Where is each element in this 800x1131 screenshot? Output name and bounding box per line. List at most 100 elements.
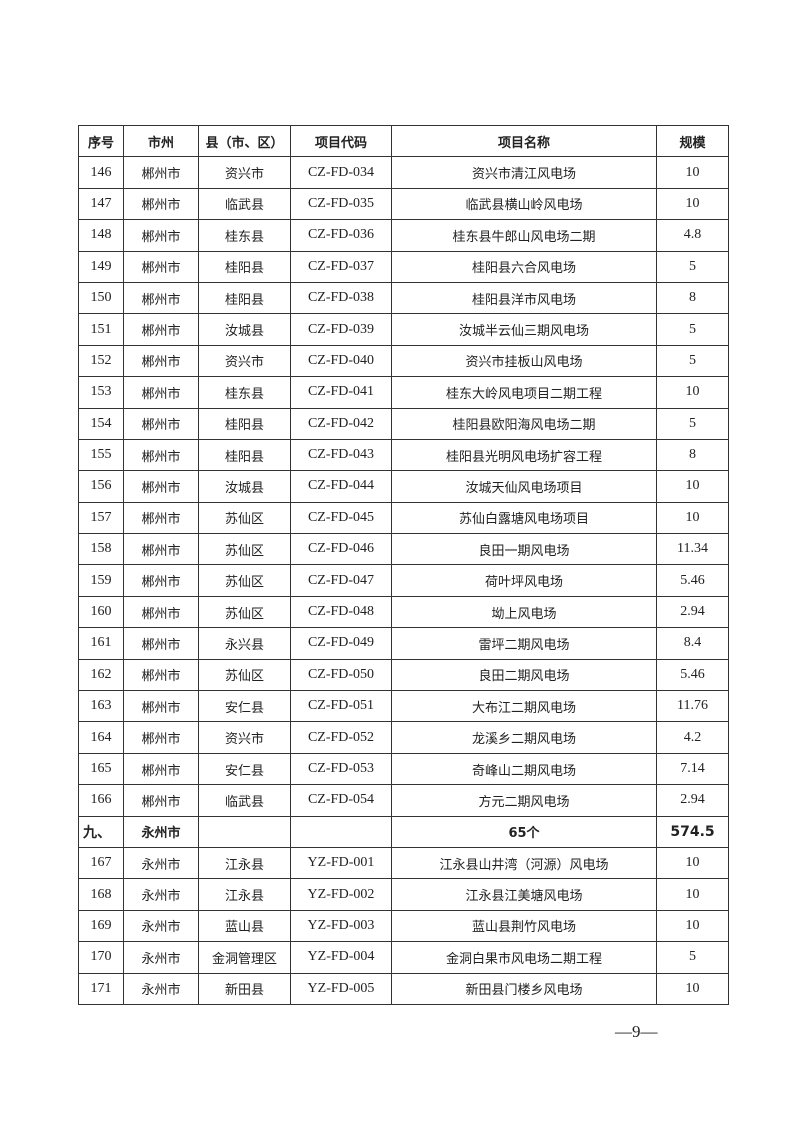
cell-county: 桂阳县 xyxy=(198,407,291,440)
table-row: 158 郴州市 苏仙区 CZ-FD-046 良田一期风电场 11.34 xyxy=(78,533,729,566)
cell-code: CZ-FD-034 xyxy=(290,156,392,189)
cell-county: 蓝山县 xyxy=(198,909,291,943)
cell-seq: 163 xyxy=(78,690,124,723)
cell-county: 桂阳县 xyxy=(198,438,291,472)
cell-city: 郴州市 xyxy=(123,658,199,692)
cell-city: 永州市 xyxy=(123,846,199,880)
cell-code: YZ-FD-004 xyxy=(290,941,392,974)
cell-name: 汝城天仙风电场项目 xyxy=(391,470,657,503)
cell-name: 桂东县牛郎山风电场二期 xyxy=(391,219,657,252)
cell-scale: 5 xyxy=(656,407,729,440)
cell-city: 郴州市 xyxy=(123,187,199,221)
cell-scale: 10 xyxy=(656,156,729,189)
cell-scale: 11.34 xyxy=(656,533,729,566)
table-row: 157 郴州市 苏仙区 CZ-FD-045 苏仙白露塘风电场项目 10 xyxy=(78,501,729,535)
table-row: 147 郴州市 临武县 CZ-FD-035 临武县横山岭风电场 10 xyxy=(78,187,729,221)
cell-name: 临武县横山岭风电场 xyxy=(391,187,657,221)
table-row: 146 郴州市 资兴市 CZ-FD-034 资兴市清江风电场 10 xyxy=(78,156,729,189)
cell-county: 苏仙区 xyxy=(198,658,291,692)
cell-name: 金洞白果市风电场二期工程 xyxy=(391,941,657,974)
cell-city: 郴州市 xyxy=(123,690,199,723)
cell-county: 苏仙区 xyxy=(198,595,291,629)
cell-seq: 162 xyxy=(78,658,124,692)
cell-code: CZ-FD-036 xyxy=(290,219,392,252)
table-row: 171 永州市 新田县 YZ-FD-005 新田县门楼乡风电场 10 xyxy=(78,972,729,1005)
header-county: 县（市、区） xyxy=(198,124,291,158)
cell-county: 苏仙区 xyxy=(198,533,291,566)
cell-city: 郴州市 xyxy=(123,533,199,566)
cell-code: CZ-FD-047 xyxy=(290,564,392,597)
cell-code: CZ-FD-048 xyxy=(290,595,392,629)
cell-name: 桂阳县光明风电场扩容工程 xyxy=(391,438,657,472)
cell-city: 郴州市 xyxy=(123,627,199,660)
cell-county: 临武县 xyxy=(198,187,291,221)
cell-scale: 5 xyxy=(656,941,729,974)
cell-scale: 4.2 xyxy=(656,721,729,754)
table-row: 161 郴州市 永兴县 CZ-FD-049 雷坪二期风电场 8.4 xyxy=(78,627,729,660)
cell-code: CZ-FD-041 xyxy=(290,376,392,409)
cell-code: YZ-FD-003 xyxy=(290,909,392,943)
cell-seq: 147 xyxy=(78,187,124,221)
table-row: 155 郴州市 桂阳县 CZ-FD-043 桂阳县光明风电场扩容工程 8 xyxy=(78,438,729,472)
cell-county: 资兴市 xyxy=(198,156,291,189)
cell-seq: 150 xyxy=(78,281,124,315)
table-row: 164 郴州市 资兴市 CZ-FD-052 龙溪乡二期风电场 4.2 xyxy=(78,721,729,754)
cell-county: 桂阳县 xyxy=(198,250,291,283)
cell-code: CZ-FD-039 xyxy=(290,313,392,346)
cell-name: 资兴市挂板山风电场 xyxy=(391,344,657,378)
cell-code: CZ-FD-042 xyxy=(290,407,392,440)
cell-code: CZ-FD-035 xyxy=(290,187,392,221)
cell-city: 永州市 xyxy=(123,941,199,974)
cell-seq: 156 xyxy=(78,470,124,503)
cell-name: 江永县江美塘风电场 xyxy=(391,878,657,911)
cell-code: CZ-FD-040 xyxy=(290,344,392,378)
cell-city: 郴州市 xyxy=(123,595,199,629)
cell-name: 桂阳县洋市风电场 xyxy=(391,281,657,315)
cell-scale: 8.4 xyxy=(656,627,729,660)
cell-seq: 161 xyxy=(78,627,124,660)
cell-code: CZ-FD-038 xyxy=(290,281,392,315)
cell-county: 苏仙区 xyxy=(198,564,291,597)
cell-name: 坳上风电场 xyxy=(391,595,657,629)
header-seq: 序号 xyxy=(78,124,124,158)
cell-code: YZ-FD-001 xyxy=(290,846,392,880)
cell-code: CZ-FD-051 xyxy=(290,690,392,723)
cell-scale: 4.8 xyxy=(656,219,729,252)
cell-code: CZ-FD-052 xyxy=(290,721,392,754)
cell-seq: 152 xyxy=(78,344,124,378)
cell-seq: 169 xyxy=(78,909,124,943)
cell-city: 永州市 xyxy=(123,878,199,911)
cell-county: 资兴市 xyxy=(198,721,291,754)
cell-name: 桂阳县欧阳海风电场二期 xyxy=(391,407,657,440)
cell-county: 安仁县 xyxy=(198,752,291,786)
cell-seq: 171 xyxy=(78,972,124,1005)
cell-county: 新田县 xyxy=(198,972,291,1005)
header-code: 项目代码 xyxy=(290,124,392,158)
table-header-row: 序号 市州 县（市、区） 项目代码 项目名称 规模 xyxy=(78,124,729,158)
cell-scale: 5.46 xyxy=(656,658,729,692)
cell-name: 资兴市清江风电场 xyxy=(391,156,657,189)
cell-scale: 8 xyxy=(656,281,729,315)
cell-city: 郴州市 xyxy=(123,156,199,189)
cell-scale: 2.94 xyxy=(656,595,729,629)
cell-county: 临武县 xyxy=(198,784,291,817)
cell-scale: 10 xyxy=(656,501,729,535)
cell-code: CZ-FD-043 xyxy=(290,438,392,472)
table-row: 152 郴州市 资兴市 CZ-FD-040 资兴市挂板山风电场 5 xyxy=(78,344,729,378)
cell-seq: 146 xyxy=(78,156,124,189)
cell-city: 郴州市 xyxy=(123,313,199,346)
cell-city: 郴州市 xyxy=(123,344,199,378)
table-row: 149 郴州市 桂阳县 CZ-FD-037 桂阳县六合风电场 5 xyxy=(78,250,729,283)
cell-city: 郴州市 xyxy=(123,438,199,472)
cell-name: 桂阳县六合风电场 xyxy=(391,250,657,283)
cell-city: 郴州市 xyxy=(123,470,199,503)
cell-seq: 166 xyxy=(78,784,124,817)
cell-seq: 148 xyxy=(78,219,124,252)
cell-name: 雷坪二期风电场 xyxy=(391,627,657,660)
cell-code: YZ-FD-005 xyxy=(290,972,392,1005)
cell-county: 江永县 xyxy=(198,846,291,880)
table-row: 153 郴州市 桂东县 CZ-FD-041 桂东大岭风电项目二期工程 10 xyxy=(78,376,729,409)
cell-seq: 155 xyxy=(78,438,124,472)
header-name: 项目名称 xyxy=(391,124,657,158)
page-number: —9— xyxy=(615,1022,658,1041)
